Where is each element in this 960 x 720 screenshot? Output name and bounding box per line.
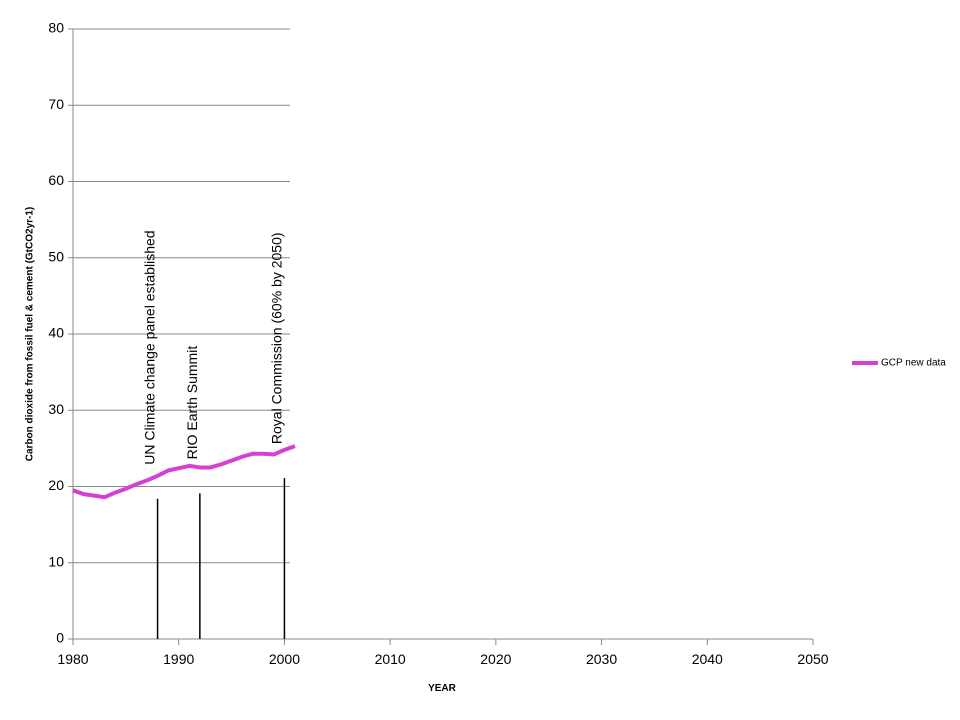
x-tick-label: 2050 [797,651,828,667]
x-tick-label: 1980 [57,651,88,667]
x-axis-label: YEAR [428,683,457,694]
legend-label: GCP new data [881,358,946,369]
annotation-label: Royal Commission (60% by 2050) [268,232,284,444]
x-tick-label: 1990 [163,651,194,667]
y-tick-label: 0 [56,630,64,646]
y-tick-label: 80 [48,20,64,36]
x-tick-label: 2010 [375,651,406,667]
y-tick-label: 30 [48,401,64,417]
x-tick-label: 2040 [692,651,723,667]
annotation-label: UN Climate change panel established [142,230,158,464]
y-tick-label: 70 [48,96,64,112]
line-series [72,444,296,500]
y-tick-label: 60 [48,172,64,188]
y-tick-label: 20 [48,477,64,493]
x-tick-label: 2030 [586,651,617,667]
annotation-label: RIO Earth Summit [184,346,200,460]
x-tick-label: 2000 [269,651,300,667]
y-axis-label: Carbon dioxide from fossil fuel & cement… [25,207,36,461]
y-tick-label: 50 [48,248,64,264]
y-tick-label: 10 [48,553,64,569]
y-tick-label: 40 [48,325,64,341]
x-tick-label: 2020 [480,651,511,667]
